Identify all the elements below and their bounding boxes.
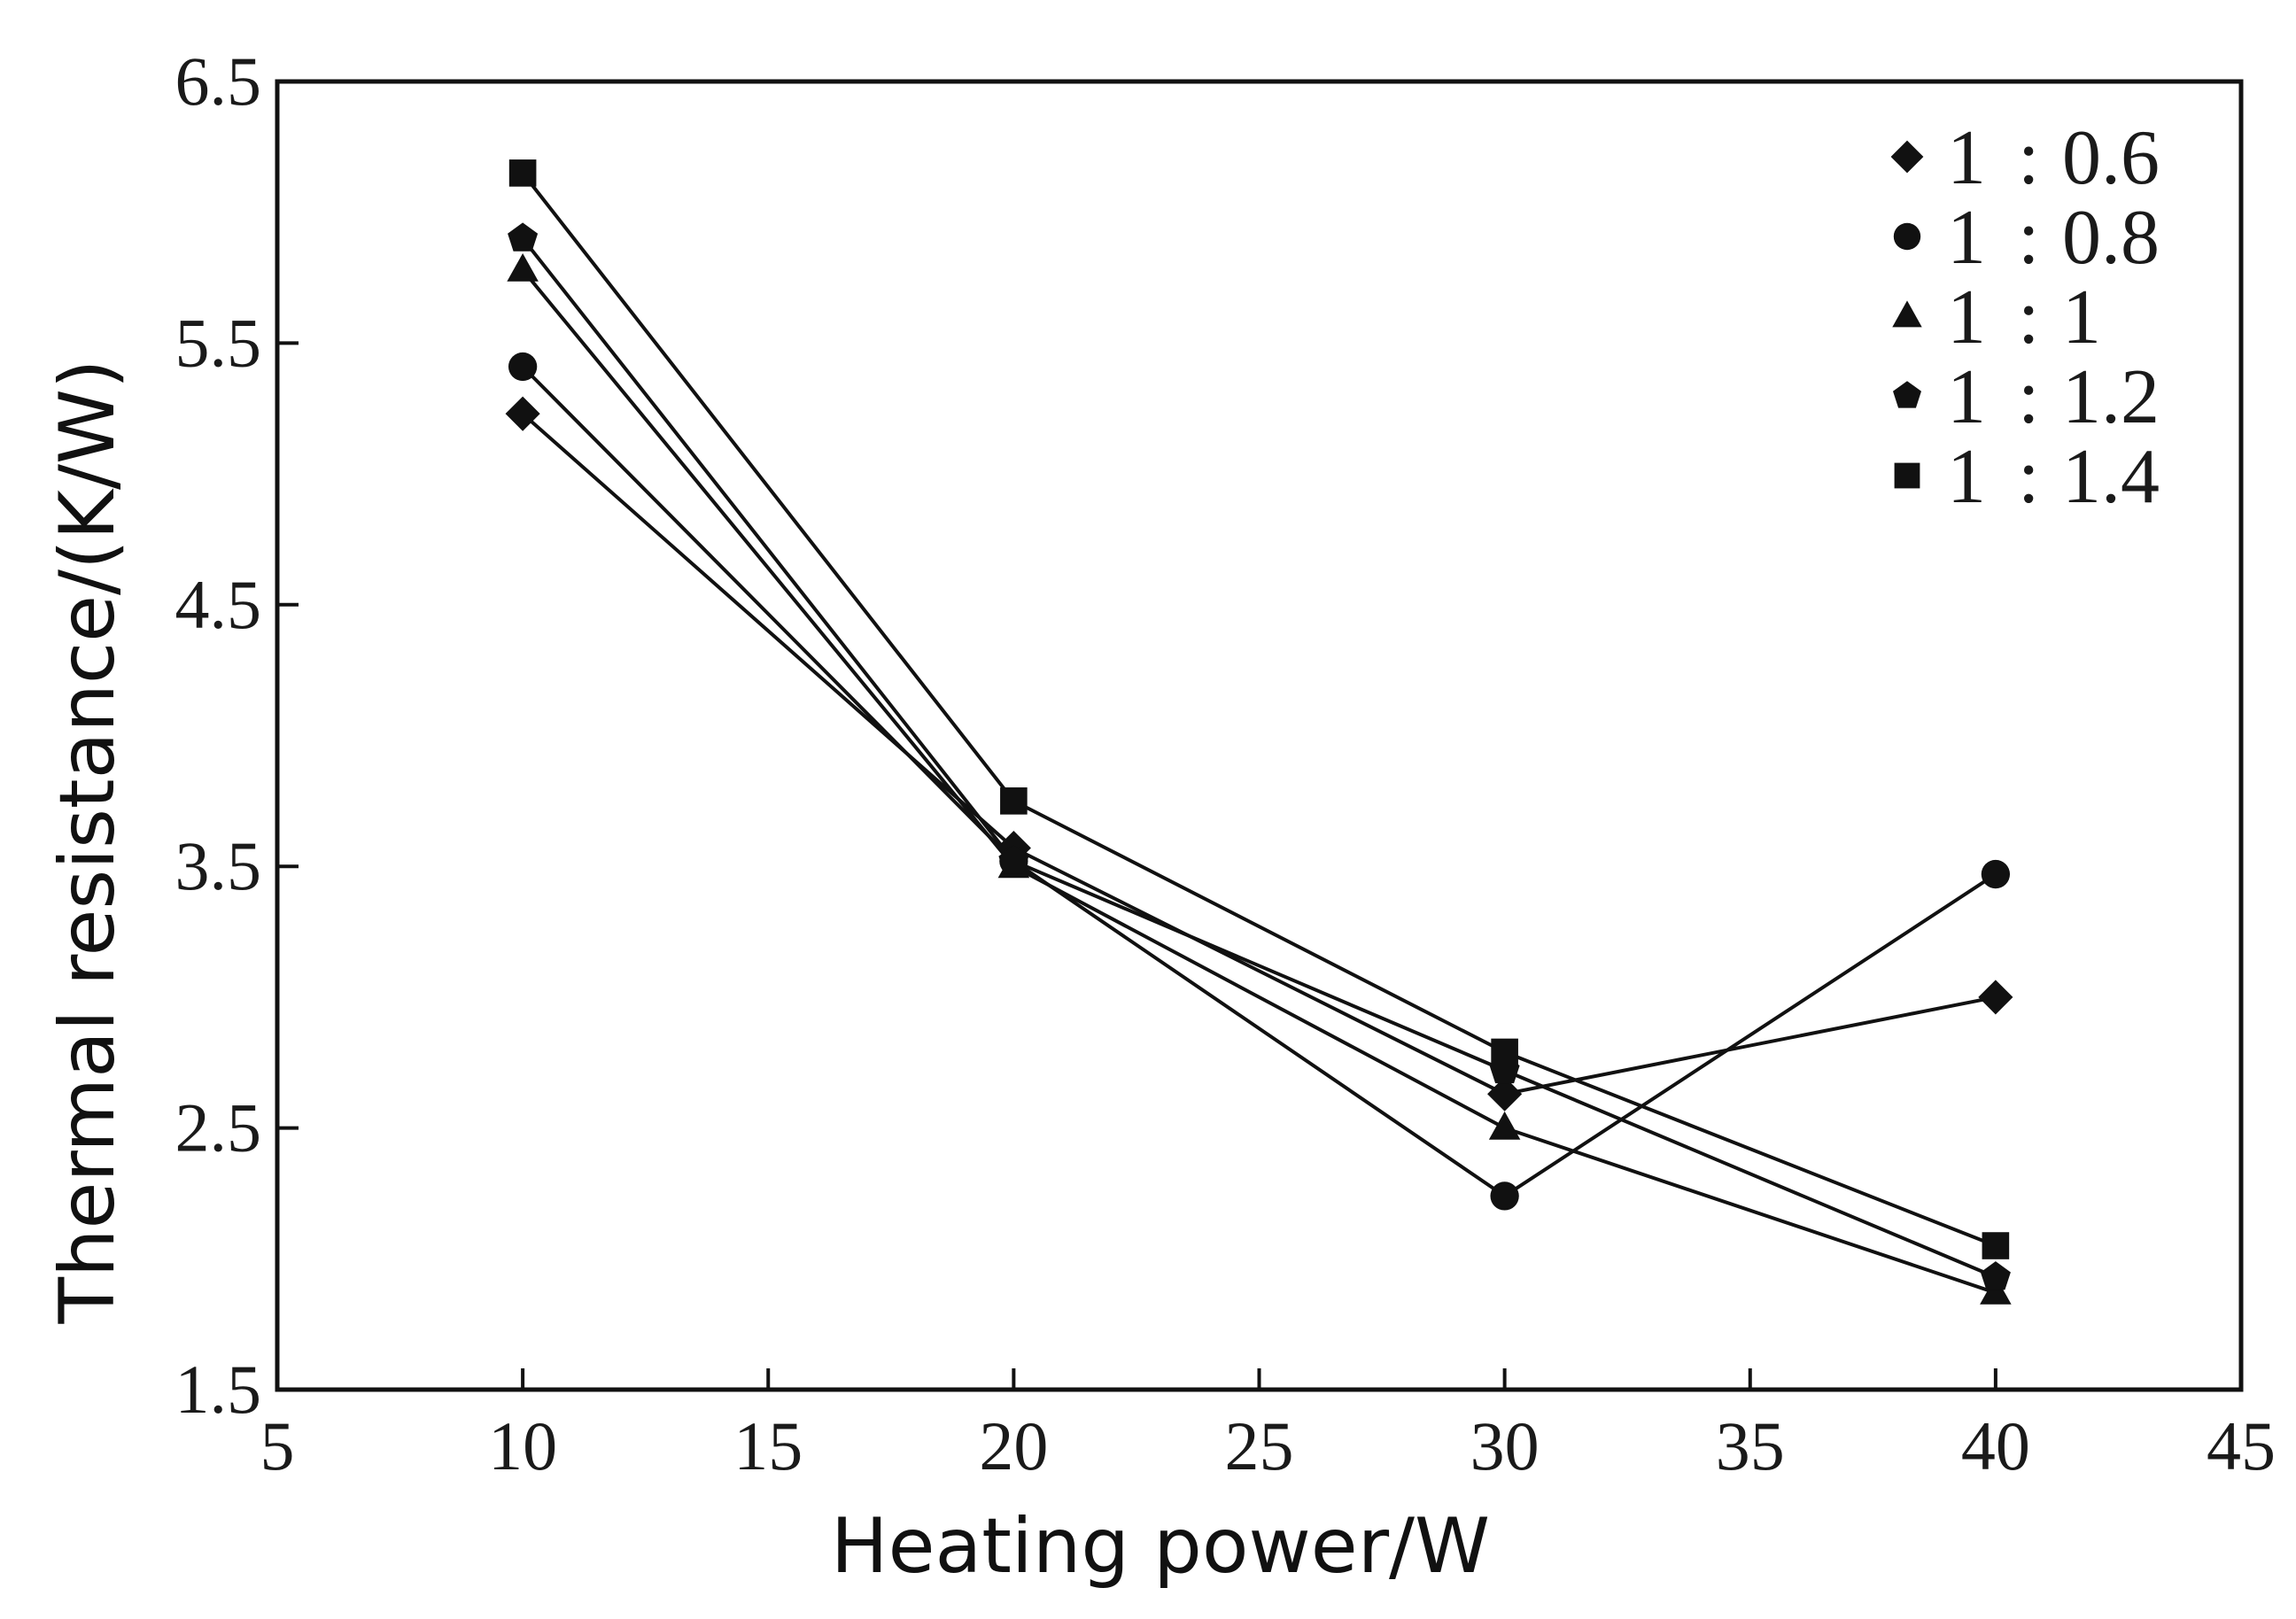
x-axis-title: Heating power/W	[831, 1502, 1490, 1591]
x-tick-label: 10	[488, 1407, 557, 1484]
x-tick-label: 25	[1225, 1407, 1294, 1484]
y-tick-label: 4.5	[175, 566, 262, 643]
data-point-1-1	[507, 252, 539, 282]
data-point-1-1-4	[508, 159, 537, 187]
legend: 1:0.61:0.81:11:1.21:1.4	[1890, 115, 2160, 520]
series-line-1-0-6	[521, 412, 1997, 1096]
data-point-1-1	[1488, 1111, 1521, 1140]
data-point-1-0-6	[1487, 1076, 1523, 1112]
data-point-1-1-4	[1982, 1232, 2010, 1259]
data-point-1-1-2	[1980, 1261, 2011, 1290]
data-point-1-1	[1980, 1276, 2012, 1305]
x-tick-label: 35	[1716, 1407, 1785, 1484]
x-axis: 5 10 15 20 25 30 35 40 45	[260, 1368, 2276, 1484]
x-tick-label: 5	[260, 1407, 295, 1484]
legend-marker-1-0-6	[1890, 140, 1924, 174]
legend-marker-1-0-8	[1893, 222, 1921, 251]
x-tick-label: 20	[979, 1407, 1048, 1484]
data-point-1-1-4	[1000, 787, 1028, 815]
data-point-1-0-8	[508, 352, 538, 382]
series-line-1-1	[521, 268, 1997, 1295]
legend-label-1-1-4: 1:1.4	[1947, 434, 2160, 520]
data-point-1-0-8	[1981, 859, 2011, 889]
legend-label-1-0-8: 1:0.8	[1947, 195, 2160, 281]
y-tick-label: 3.5	[175, 827, 262, 904]
data-point-1-0-6	[505, 396, 540, 431]
data-point-1-1-2	[508, 222, 539, 252]
series-line-1-1-2	[521, 236, 1997, 1279]
y-tick-label: 2.5	[175, 1089, 262, 1166]
y-tick-label: 5.5	[175, 304, 262, 381]
legend-marker-1-1	[1892, 300, 1922, 328]
y-axis: 1.5 2.5 3.5 4.5 5.5 6.5	[175, 43, 299, 1428]
legend-marker-1-1-2	[1893, 381, 1921, 408]
data-point-1-0-6	[1978, 980, 2013, 1015]
data-point-1-0-8	[1490, 1181, 1519, 1211]
x-tick-label: 45	[2207, 1407, 2276, 1484]
series-line-1-0-8	[521, 365, 1997, 1198]
legend-label-1-0-6: 1:0.6	[1947, 115, 2160, 201]
y-tick-label: 1.5	[175, 1351, 262, 1428]
y-tick-label: 6.5	[175, 43, 262, 120]
y-axis-title: Thermal resistance/(K/W)	[43, 360, 132, 1325]
legend-marker-1-1-4	[1894, 462, 1920, 489]
data-point-1-1-2	[998, 845, 1029, 874]
series-line-1-1-4	[521, 172, 1997, 1248]
series-markers	[505, 159, 2013, 1305]
legend-label-1-1: 1:1	[1947, 275, 2101, 360]
series-lines	[521, 172, 1997, 1295]
data-point-1-1-4	[1491, 1038, 1518, 1066]
x-tick-label: 40	[1961, 1407, 2030, 1484]
legend-label-1-1-2: 1:1.2	[1947, 354, 2160, 440]
x-tick-label: 30	[1470, 1407, 1540, 1484]
x-tick-label: 15	[733, 1407, 803, 1484]
